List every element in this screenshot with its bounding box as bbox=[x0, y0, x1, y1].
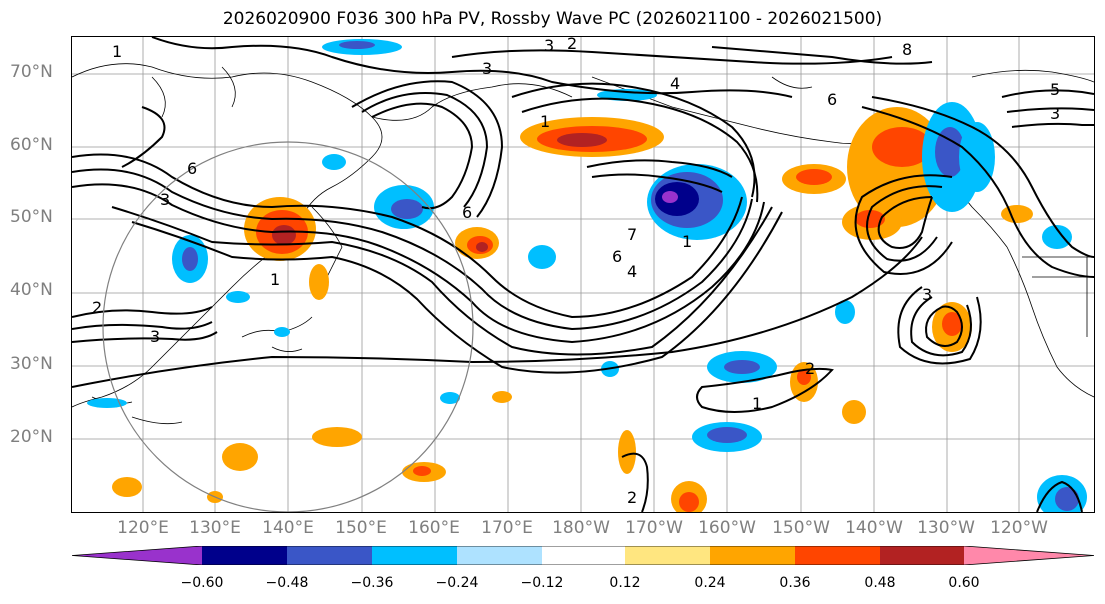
lon-label-150w: 150°W bbox=[772, 518, 830, 538]
colorbar-segment-10 bbox=[964, 546, 1094, 565]
colorbar-segment-3 bbox=[372, 546, 457, 565]
colorbar-tick: −0.12 bbox=[520, 575, 564, 591]
lon-label-130e: 130°E bbox=[189, 518, 241, 538]
contour-label: 3 bbox=[544, 37, 554, 55]
colorbar-segment-5 bbox=[542, 546, 625, 565]
colorbar-segment-1 bbox=[202, 546, 287, 565]
contour-label: 1 bbox=[270, 270, 280, 289]
colorbar-tick: 0.36 bbox=[779, 575, 811, 591]
pv-anomaly-shading bbox=[87, 39, 1087, 512]
contour-label: 3 bbox=[150, 327, 160, 346]
contour-label: 2 bbox=[567, 37, 577, 53]
chart-title: 2026020900 F036 300 hPa PV, Rossby Wave … bbox=[222, 9, 883, 29]
contour-label: 3 bbox=[160, 190, 170, 209]
contour-label: 1 bbox=[112, 42, 122, 61]
colorbar-segment-7 bbox=[710, 546, 795, 565]
colorbar-tick: 0.12 bbox=[609, 575, 641, 591]
lon-label-170w: 170°W bbox=[625, 518, 683, 538]
graticule bbox=[72, 37, 1094, 512]
contour-label: 1 bbox=[682, 232, 692, 251]
contour-label: 3 bbox=[922, 285, 932, 304]
contour-label: 1 bbox=[540, 112, 550, 131]
colorbar-segment-4 bbox=[457, 546, 542, 565]
contour-label: 2 bbox=[92, 298, 102, 317]
contour-label: 4 bbox=[670, 74, 680, 93]
lon-label-130w: 130°W bbox=[917, 518, 975, 538]
colorbar-segment-2 bbox=[287, 546, 372, 565]
colorbar bbox=[72, 546, 1094, 565]
colorbar-tick: −0.24 bbox=[435, 575, 479, 591]
reference-circle bbox=[102, 141, 474, 512]
contour-label: 2 bbox=[627, 488, 637, 507]
contour-label: 3 bbox=[1050, 104, 1060, 123]
colorbar-tick: −0.36 bbox=[350, 575, 394, 591]
lat-label-40n: 40°N bbox=[10, 280, 53, 300]
lon-label-180w: 180°W bbox=[552, 518, 610, 538]
contour-label: 8 bbox=[902, 40, 912, 59]
colorbar-tick: 0.60 bbox=[948, 575, 980, 591]
contour-label: 5 bbox=[1050, 80, 1060, 99]
lon-label-170e: 170°E bbox=[481, 518, 533, 538]
colorbar-tick: 0.48 bbox=[864, 575, 896, 591]
colorbar-segment-9 bbox=[880, 546, 964, 565]
contour-label-group: 3 2 3 4 1 6 8 5 3 6 7 6 4 1 2 3 1 2 2 3 … bbox=[92, 37, 1060, 507]
lon-label-150e: 150°E bbox=[335, 518, 387, 538]
colorbar-segment-0 bbox=[72, 546, 202, 565]
map-canvas: 3 2 3 4 1 6 8 5 3 6 7 6 4 1 2 3 1 2 2 3 … bbox=[72, 37, 1094, 512]
colorbar-segment-6 bbox=[625, 546, 710, 565]
lat-label-70n: 70°N bbox=[10, 62, 53, 82]
lon-label-140w: 140°W bbox=[845, 518, 903, 538]
lat-label-30n: 30°N bbox=[10, 354, 53, 374]
contour-label: 7 bbox=[627, 225, 637, 244]
map-panel: 3 2 3 4 1 6 8 5 3 6 7 6 4 1 2 3 1 2 2 3 … bbox=[71, 36, 1095, 513]
lat-label-50n: 50°N bbox=[10, 207, 53, 227]
lat-label-60n: 60°N bbox=[10, 135, 53, 155]
colorbar-segment-8 bbox=[795, 546, 880, 565]
lon-label-140e: 140°E bbox=[262, 518, 314, 538]
pv-contours bbox=[72, 37, 1094, 512]
contour-label: 6 bbox=[187, 159, 197, 178]
contour-label: 2 bbox=[805, 359, 815, 378]
contour-label: 1 bbox=[752, 394, 762, 413]
contour-label: 6 bbox=[612, 247, 622, 266]
contour-label: 4 bbox=[627, 262, 637, 281]
contour-label: 3 bbox=[482, 59, 492, 78]
lon-label-120w: 120°W bbox=[990, 518, 1048, 538]
colorbar-tick: 0.24 bbox=[694, 575, 726, 591]
lon-label-120e: 120°E bbox=[117, 518, 169, 538]
contour-label: 6 bbox=[462, 203, 472, 222]
lon-label-160w: 160°W bbox=[698, 518, 756, 538]
contour-label: 6 bbox=[827, 90, 837, 109]
lon-label-160e: 160°E bbox=[408, 518, 460, 538]
colorbar-tick: −0.60 bbox=[180, 575, 224, 591]
colorbar-tick: −0.48 bbox=[265, 575, 309, 591]
lat-label-20n: 20°N bbox=[10, 427, 53, 447]
